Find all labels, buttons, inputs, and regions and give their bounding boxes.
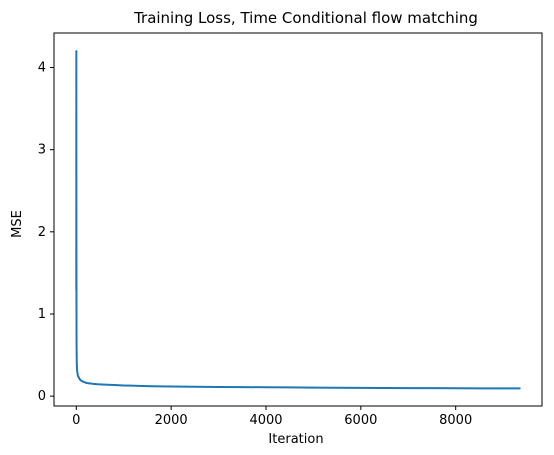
loss-data-point [454, 387, 457, 390]
loss-data-point [103, 383, 106, 386]
loss-data-point [76, 368, 78, 370]
loss-data-point [113, 384, 116, 386]
loss-data-point [518, 387, 521, 390]
loss-data-point [75, 360, 78, 363]
loss-data-point [80, 379, 82, 382]
loss-data-point [85, 382, 88, 384]
loss-data-point [92, 383, 94, 385]
loss-data-point [75, 354, 78, 356]
loss-data-point [75, 263, 78, 266]
y-tick-label: 1 [38, 307, 46, 322]
x-axis: 0 2000 4000 6000 8000 [72, 406, 472, 428]
y-axis-label: MSE [10, 210, 25, 238]
loss-data-point [75, 344, 78, 347]
x-tick-label: 6000 [344, 413, 377, 428]
loss-data-point [96, 383, 99, 386]
loss-data-point [75, 288, 78, 291]
loss-data-point [265, 386, 267, 389]
y-tick-label: 4 [38, 61, 46, 76]
loss-data-point [76, 370, 79, 373]
loss-data-point [78, 377, 80, 379]
y-tick-label: 0 [38, 389, 46, 404]
loss-data-point [383, 387, 386, 389]
loss-data-point [151, 385, 153, 388]
loss-data-point [194, 385, 196, 388]
loss-data-point [217, 386, 220, 388]
loss-data-point [288, 386, 291, 389]
loss-data-point [75, 181, 78, 184]
loss-data-point [407, 387, 410, 389]
loss-data-point [241, 386, 244, 388]
loss-data-point [75, 329, 78, 332]
loss-data-point [360, 387, 362, 389]
chart-title: Training Loss, Time Conditional flow mat… [133, 9, 478, 27]
loss-data-point [76, 364, 78, 367]
loss-data-point [336, 386, 338, 389]
loss-data-point [83, 381, 86, 383]
loss-data-point [88, 382, 91, 385]
x-axis-label: Iteration [268, 432, 323, 447]
loss-data-point [312, 386, 315, 389]
x-tick-label: 8000 [439, 413, 472, 428]
x-tick-label: 0 [72, 413, 80, 428]
plot-frame [53, 32, 543, 407]
loss-data-point [75, 50, 78, 52]
loss-data-point [478, 387, 481, 390]
loss-data-point [122, 384, 125, 387]
x-tick-label: 4000 [249, 413, 282, 428]
loss-data-point [137, 385, 139, 387]
y-tick-label: 2 [38, 225, 46, 240]
series-layer [75, 50, 521, 390]
loss-data-point [170, 385, 172, 388]
loss-data-point [502, 387, 504, 390]
y-tick-label: 3 [38, 143, 46, 158]
loss-data-point [76, 372, 79, 374]
y-axis: 0 1 2 3 4 [38, 61, 54, 404]
loss-data-point [431, 387, 433, 389]
x-tick-label: 2000 [155, 413, 188, 428]
loss-data-point [75, 304, 78, 307]
loss-data-point [81, 380, 84, 383]
loss-series-line [75, 50, 521, 390]
loss-data-point [76, 373, 79, 376]
